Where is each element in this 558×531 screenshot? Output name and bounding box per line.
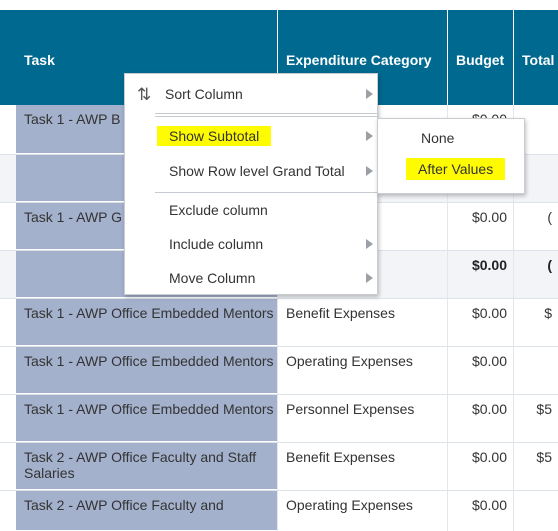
- column-header-budget-label: Budget: [456, 52, 505, 68]
- budget-cell: $0.00: [447, 443, 513, 490]
- task-cell[interactable]: Task 2 - AWP Office Faculty and: [16, 491, 277, 531]
- menu-item-label: Exclude column: [169, 202, 268, 218]
- total-cell: (: [513, 203, 558, 250]
- menu-divider: [155, 192, 379, 193]
- budget-cell: $0.00: [447, 395, 513, 442]
- column-header-total-label: Total: [522, 52, 555, 68]
- table-row[interactable]: Task 1 - AWP Office Embedded Mentors Ben…: [0, 299, 558, 347]
- menu-item-move-column[interactable]: Move Column: [125, 263, 377, 293]
- menu-divider: [155, 113, 379, 114]
- budget-cell: $0.00: [447, 203, 513, 250]
- submenu-item-none[interactable]: None: [378, 122, 524, 152]
- table-row[interactable]: Task 2 - AWP Office Faculty and Staff Sa…: [0, 443, 558, 491]
- chevron-right-icon: [366, 166, 373, 176]
- menu-item-label: Sort Column: [165, 86, 243, 102]
- column-context-menu: ⇅ Sort Column Show Subtotal Show Row lev…: [124, 73, 379, 295]
- menu-item-label: Move Column: [169, 270, 256, 286]
- menu-item-show-subtotal[interactable]: Show Subtotal: [125, 121, 377, 151]
- subtotal-submenu: None After Values: [377, 118, 525, 194]
- menu-item-label: Show Subtotal: [157, 126, 272, 146]
- header-left-strip: [0, 10, 16, 105]
- category-cell: Operating Expenses: [277, 347, 447, 394]
- column-header-category-label: Expenditure Category: [286, 52, 432, 68]
- table-row[interactable]: Task 2 - AWP Office Faculty and Operatin…: [0, 491, 558, 531]
- submenu-item-label: After Values: [406, 158, 506, 180]
- budget-cell: $0.00: [447, 251, 513, 298]
- category-cell: Benefit Expenses: [277, 443, 447, 490]
- table-row[interactable]: Task 1 - AWP Office Embedded Mentors Ope…: [0, 347, 558, 395]
- table-row[interactable]: Task 1 - AWP Office Embedded Mentors Per…: [0, 395, 558, 443]
- category-cell: Personnel Expenses: [277, 395, 447, 442]
- total-cell: (: [513, 251, 558, 298]
- total-cell: $5: [513, 443, 558, 490]
- column-header-budget[interactable]: Budget: [447, 10, 513, 105]
- column-header-total[interactable]: Total: [513, 10, 558, 105]
- budget-cell: $0.00: [447, 299, 513, 346]
- menu-item-label: Show Row level Grand Total: [169, 163, 345, 179]
- menu-item-label: Include column: [169, 236, 264, 252]
- budget-cell: $0.00: [447, 491, 513, 531]
- menu-item-sort-column[interactable]: ⇅ Sort Column: [125, 79, 377, 109]
- menu-item-show-grand-total[interactable]: Show Row level Grand Total: [125, 156, 377, 186]
- chevron-right-icon: [366, 273, 373, 283]
- menu-divider: [155, 116, 379, 117]
- task-cell[interactable]: Task 1 - AWP Office Embedded Mentors: [16, 395, 277, 442]
- budget-cell: $0.00: [447, 347, 513, 394]
- sort-arrows-icon: ⇅: [137, 85, 152, 104]
- column-header-category[interactable]: Expenditure Category: [277, 10, 447, 105]
- chevron-right-icon: [366, 89, 373, 99]
- chevron-right-icon: [366, 131, 373, 141]
- menu-item-exclude-column[interactable]: Exclude column: [125, 195, 377, 225]
- total-cell: $: [513, 299, 558, 346]
- submenu-item-after-values[interactable]: After Values: [378, 156, 524, 186]
- menu-item-include-column[interactable]: Include column: [125, 229, 377, 259]
- task-cell[interactable]: Task 1 - AWP Office Embedded Mentors: [16, 299, 277, 346]
- column-header-task-label: Task: [24, 52, 55, 68]
- total-cell: [513, 347, 558, 394]
- submenu-item-label: None: [421, 130, 455, 146]
- total-cell: [513, 491, 558, 531]
- category-cell: Benefit Expenses: [277, 299, 447, 346]
- chevron-right-icon: [366, 239, 373, 249]
- category-cell: Operating Expenses: [277, 491, 447, 531]
- task-cell[interactable]: Task 1 - AWP Office Embedded Mentors: [16, 347, 277, 394]
- task-cell[interactable]: Task 2 - AWP Office Faculty and Staff Sa…: [16, 443, 277, 490]
- total-cell: $5: [513, 395, 558, 442]
